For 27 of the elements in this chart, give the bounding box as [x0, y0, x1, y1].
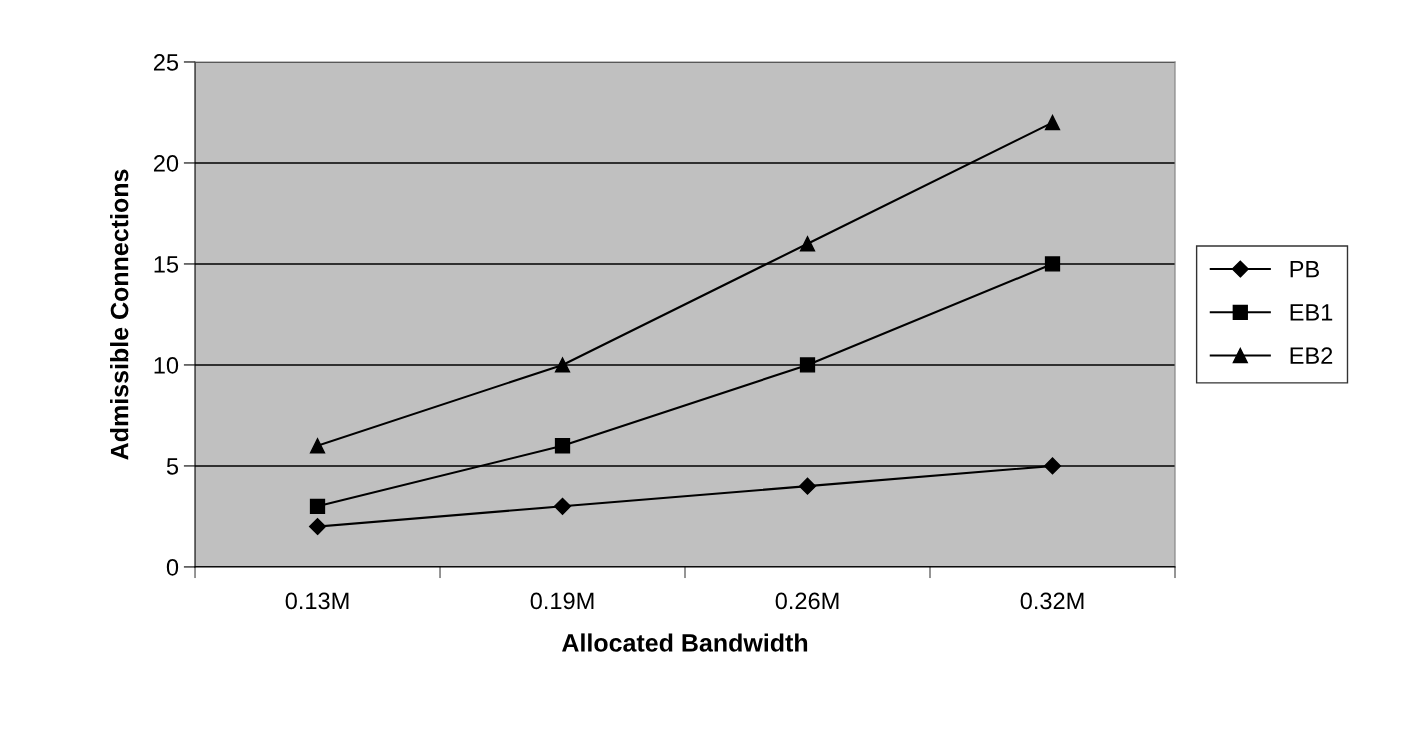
legend-label: EB2: [1290, 347, 1333, 364]
y-tick-label: 0: [166, 559, 179, 576]
y-tick-label: 20: [153, 155, 179, 172]
x-tick-label: 0.13M: [285, 592, 349, 610]
point: [308, 517, 327, 536]
point: [1044, 114, 1061, 131]
legend-label: PB: [1290, 261, 1319, 278]
y-tick-label: 10: [154, 357, 179, 374]
point: [554, 438, 571, 454]
y-tick-label: 25: [153, 54, 179, 71]
y-tick-label: 15: [154, 256, 179, 273]
point: [309, 498, 326, 514]
x-axis-title: Allocated Bandwidth: [562, 633, 808, 652]
x-tick-label: 0.26M: [775, 592, 839, 610]
point: [1043, 457, 1062, 475]
legend-label: EB1: [1290, 304, 1333, 321]
point: [798, 477, 817, 495]
point: [799, 236, 816, 252]
point: [1044, 256, 1061, 272]
y-tick-label: 5: [166, 458, 179, 475]
x-tick-label: 0.32M: [1020, 592, 1084, 610]
point: [309, 438, 326, 454]
point: [553, 497, 572, 515]
point: [554, 357, 571, 373]
point: [799, 357, 816, 373]
y-axis-title: Admissible Connections: [110, 169, 129, 460]
x-tick-label: 0.19M: [530, 592, 594, 610]
